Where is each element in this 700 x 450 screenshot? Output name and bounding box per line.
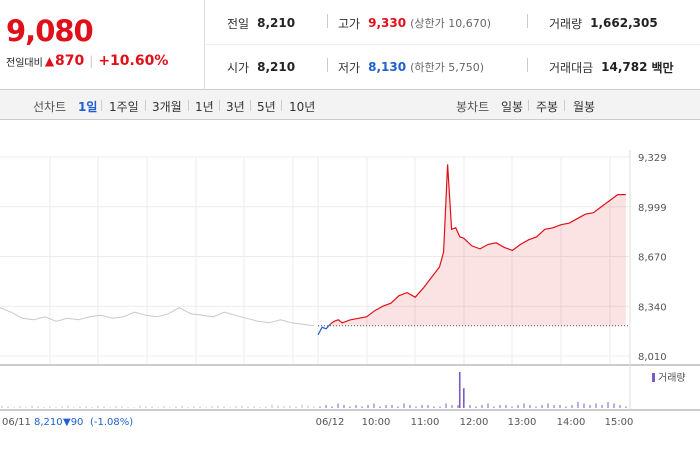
high-label: 고가	[338, 16, 361, 31]
current-price: 9,080	[6, 14, 94, 48]
divider	[188, 100, 189, 111]
x-tick-label: 10:00	[362, 417, 391, 428]
y-axis-labels: 9,329 8,999 8,670 8,340 8,010	[638, 153, 667, 363]
prev-close-footer: 8,210	[34, 417, 63, 428]
open-value: 8,210	[257, 60, 296, 74]
y-tick-label: 9,329	[638, 153, 667, 164]
y-tick-label: 8,999	[638, 203, 667, 214]
high-cell: 고가 9,330 (상한가 10,670)	[338, 13, 491, 33]
divider	[327, 58, 328, 72]
divider	[101, 100, 102, 111]
prev-close-value: 8,210	[257, 16, 296, 30]
divider	[145, 100, 146, 111]
trade-value-value: 14,782	[601, 60, 648, 74]
line-chart-label: 선차트	[33, 100, 67, 114]
change-divider: |	[89, 54, 94, 68]
divider	[250, 100, 251, 111]
divider	[281, 100, 282, 111]
quote-panel: 9,080 전일대비 ▲ 870 | +10.60% 전일 8,210 고가 9…	[0, 0, 700, 90]
prev-date-label: 06/11	[2, 417, 31, 428]
divider	[564, 100, 565, 111]
volume-value: 1,662,305	[590, 16, 658, 30]
y-tick-label: 8,010	[638, 352, 667, 363]
y-tick-label: 8,340	[638, 302, 667, 313]
candle-weekly[interactable]: 주봉	[536, 100, 559, 114]
low-value: 8,130	[368, 60, 407, 74]
candle-daily[interactable]: 일봉	[501, 100, 524, 114]
low-cell: 저가 8,130 (하한가 5,750)	[338, 57, 484, 77]
x-tick-label: 15:00	[605, 417, 634, 428]
x-tick-label: 14:00	[557, 417, 586, 428]
x-tick-label: 13:00	[508, 417, 537, 428]
volume-legend-swatch	[652, 373, 655, 382]
x-tick-label: 12:00	[460, 417, 489, 428]
volume-cell: 거래량 1,662,305	[549, 13, 658, 33]
divider	[327, 14, 328, 28]
volume-legend: 거래량	[658, 372, 686, 384]
prev-rate-footer: (-1.08%)	[90, 417, 133, 428]
period-bar: 선차트 1일 1주일 3개월 1년 3년 5년 10년 봉차트 일봉 주봉 월봉	[0, 90, 700, 120]
period-10y[interactable]: 10년	[289, 100, 316, 114]
lower-limit: (하한가 5,750)	[410, 61, 484, 74]
trade-value-unit: 백만	[651, 60, 674, 75]
period-1d[interactable]: 1일	[78, 100, 98, 114]
price-box: 9,080 전일대비 ▲ 870 | +10.60%	[0, 0, 205, 90]
open-cell: 시가 8,210	[227, 57, 295, 77]
volume-label: 거래량	[549, 16, 583, 31]
volume-bars	[1, 372, 627, 408]
change-amount: 870	[55, 53, 85, 69]
x-axis-labels: 06/12 10:00 11:00 12:00 13:00 14:00 15:00	[316, 417, 634, 428]
price-line-above-reference	[329, 164, 626, 325]
price-area-fill	[330, 164, 626, 326]
period-1w[interactable]: 1주일	[109, 100, 139, 114]
divider	[219, 100, 220, 111]
divider	[527, 14, 528, 28]
y-tick-label: 8,670	[638, 253, 667, 264]
period-3y[interactable]: 3년	[226, 100, 245, 114]
candle-monthly[interactable]: 월봉	[573, 100, 596, 114]
x-tick-label: 06/12	[316, 417, 345, 428]
x-tick-label: 11:00	[411, 417, 440, 428]
chart-grid	[0, 150, 700, 411]
open-label: 시가	[227, 60, 250, 75]
low-label: 저가	[338, 60, 361, 75]
period-5y[interactable]: 5년	[257, 100, 276, 114]
high-value: 9,330	[368, 16, 407, 30]
divider	[528, 100, 529, 111]
price-line-below-reference	[317, 323, 331, 336]
period-3m[interactable]: 3개월	[152, 100, 182, 114]
up-arrow-icon: ▲	[44, 54, 55, 68]
divider	[527, 58, 528, 72]
prev-day-price-line	[0, 307, 315, 327]
candle-chart-label: 봉차트	[456, 100, 490, 114]
prev-close-cell: 전일 8,210	[227, 13, 295, 33]
row-divider	[206, 44, 700, 45]
trade-value-cell: 거래대금 14,782 백만	[549, 57, 674, 77]
prev-close-label: 전일	[227, 16, 250, 31]
change-summary: 전일대비 ▲ 870 | +10.60%	[6, 53, 168, 69]
change-label: 전일대비	[6, 57, 43, 69]
change-rate: +10.60%	[98, 53, 169, 69]
trade-value-label: 거래대금	[549, 60, 594, 75]
upper-limit: (상한가 10,670)	[410, 17, 491, 30]
intraday-price-chart: 9,329 8,999 8,670 8,340 8,010 거래량 06/12 10:00…	[0, 150, 700, 428]
period-1y[interactable]: 1년	[195, 100, 214, 114]
prev-change-footer: ▼90	[63, 417, 83, 428]
